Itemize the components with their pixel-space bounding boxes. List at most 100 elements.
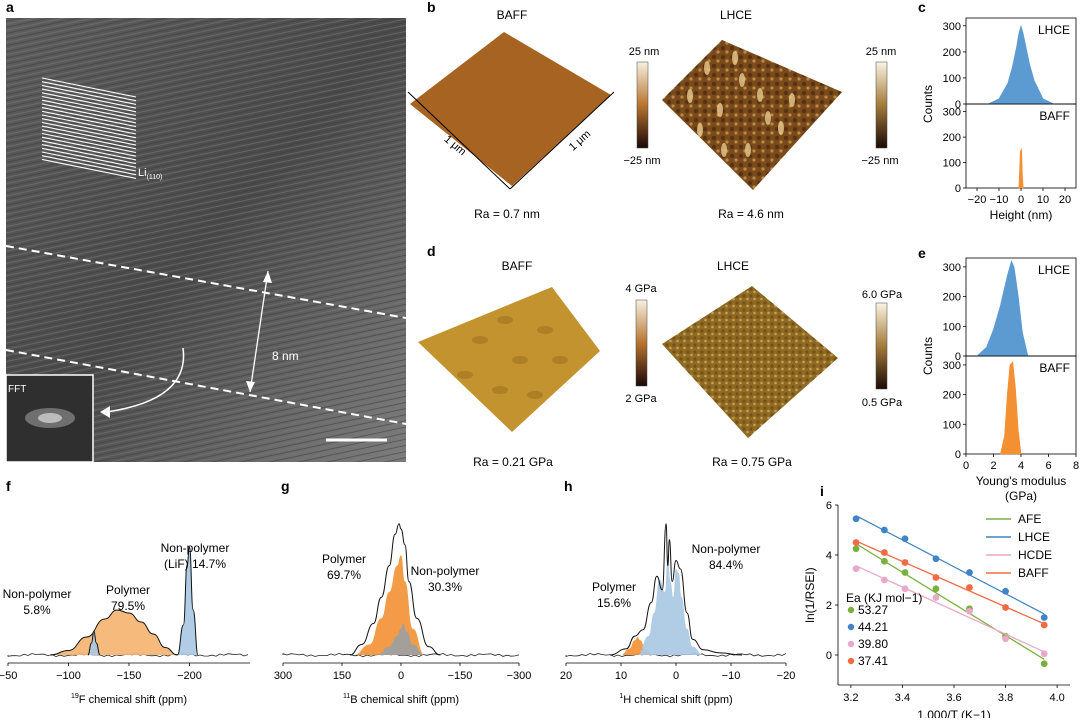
- ea-marker-lhce: [847, 623, 855, 631]
- afm-axis-right: [509, 91, 615, 190]
- hist-series-baff: [1018, 148, 1024, 189]
- x-tick-label: 0: [673, 670, 679, 682]
- hist-legend-lhce: LHCE: [1038, 23, 1070, 37]
- lattice-fringe-line: [41, 136, 137, 157]
- x-tick-label: 10: [1037, 194, 1049, 206]
- data-point-hcde: [966, 607, 973, 615]
- lattice-fringe-line: [41, 118, 137, 139]
- data-point-afe: [1040, 660, 1048, 668]
- x-tick-label: 3.8: [998, 692, 1013, 704]
- peak-annotation: Polymer: [106, 583, 150, 597]
- curve-non-polymer-lif-14-7-: [176, 546, 199, 656]
- peak-annotation: Polymer: [592, 580, 636, 594]
- modulus-dimple: [457, 371, 473, 379]
- afm-peak: [732, 51, 738, 65]
- y-tick-label: 0: [955, 351, 961, 363]
- peak-annotation: 84.4%: [709, 558, 743, 572]
- lattice-fringe-line: [41, 103, 137, 124]
- height-scale-right-min: −25 nm: [862, 155, 899, 167]
- ea-marker-hcde: [847, 640, 855, 648]
- afm-height-baff-shade: [410, 32, 611, 186]
- x-tick-label: −10: [722, 670, 741, 682]
- peak-annotation: Polymer: [322, 552, 366, 566]
- y-tick-label: 300: [943, 360, 961, 372]
- y-tick-label: 300: [943, 262, 961, 274]
- lattice-fringe-line: [41, 147, 137, 168]
- chart-f: f −50 −100 −150 −200 19F chemical shift (ppm)…: [0, 478, 250, 706]
- data-point-baff: [852, 539, 860, 546]
- modulus-dimple: [492, 386, 508, 394]
- x-tick-label: −10: [990, 194, 1009, 206]
- data-point-afe: [881, 557, 888, 565]
- y-axis-label: ln(1/RSEI): [803, 567, 817, 622]
- peak-polymer: [353, 555, 425, 655]
- afm-right-title: LHCE: [720, 8, 752, 22]
- lattice-fringe-line: [41, 155, 137, 176]
- lattice-fringe-line: [41, 92, 137, 113]
- thickness-label: 8 nm: [272, 349, 299, 363]
- modulus-colorbar-right: [875, 302, 888, 390]
- x-tick-label: 8: [1073, 460, 1079, 472]
- data-point-hcde: [1002, 635, 1009, 643]
- lattice-fringe-line: [41, 77, 137, 98]
- data-point-hcde: [881, 576, 888, 584]
- x-tick-label: 150: [333, 670, 351, 682]
- y-tick-label: 200: [943, 292, 961, 304]
- hist-legend-lhce: LHCE: [1038, 263, 1070, 277]
- afm-height-baff-surface: [410, 32, 611, 186]
- sei-boundary-bottom: [5, 349, 407, 425]
- x-tick-label: 0: [1018, 194, 1024, 206]
- y-tick-label: 200: [943, 47, 961, 59]
- data-point-lhce: [881, 526, 888, 534]
- x-axis-label: 11B chemical shift (ppm): [343, 693, 459, 706]
- peak-annotation: 5.8%: [23, 603, 51, 617]
- curve-total: [609, 523, 743, 656]
- y-tick-label: 6: [826, 500, 832, 512]
- x-tick-label: 20: [1059, 194, 1071, 206]
- fit-line-lhce: [855, 515, 1045, 615]
- lattice-fringe-line: [41, 121, 137, 142]
- x-tick-label: −200: [177, 670, 202, 682]
- chart-c: c 0 100 200 300 LHCE 0 100 200 300 BAFF −20 −10 0 10 20…: [918, 0, 1077, 222]
- ea-value-hcde: 39.80: [858, 637, 888, 651]
- modulus-scale-right-min: 0.5 GPa: [862, 397, 903, 409]
- panel-label-e: e: [918, 245, 926, 261]
- modulus-left-title: BAFF: [502, 259, 533, 273]
- peak-annotation: (LiF) 14.7%: [164, 557, 226, 571]
- afm-height-lhce-peaks: [687, 51, 795, 157]
- panel-label-a: a: [6, 0, 14, 15]
- lattice-fringe-line: [41, 158, 137, 179]
- panel-label-h: h: [564, 478, 573, 494]
- data-point-lhce: [1002, 587, 1009, 595]
- modulus-dimple: [552, 356, 568, 364]
- peak-annotation: 30.3%: [428, 580, 462, 594]
- x-tick-label: 6: [1045, 460, 1051, 472]
- lattice-fringe-line: [41, 125, 137, 146]
- curve-non-polymer-5-8-: [87, 630, 101, 656]
- height-scale-right-max: 25 nm: [866, 46, 897, 58]
- afm-peak: [739, 73, 745, 87]
- fft-center-bright: [38, 413, 62, 423]
- panel-b: b BAFF 1 μm 1 μm Ra = 0.7 nm 25 nm −25 n…: [407, 0, 899, 221]
- y-axis-label: Counts: [921, 337, 935, 375]
- data-point-baff: [1040, 621, 1048, 629]
- afm-peak: [717, 103, 723, 117]
- modulus-baff-ra: Ra = 0.21 GPa: [473, 455, 553, 469]
- peak-annotation: 79.5%: [111, 599, 145, 613]
- chart-i: i 0 2 4 6 3.2 3.4 3.6 3.8 4.0 1,000/T (K−1) ln(1/RS…: [803, 483, 1070, 722]
- peak-polymer: [50, 610, 178, 655]
- afm-peak: [721, 143, 727, 157]
- modulus-colorbar-left: [635, 299, 648, 387]
- panel-label-g: g: [281, 478, 290, 494]
- hist-series-baff: [1000, 361, 1022, 455]
- hist-legend-baff: BAFF: [1039, 109, 1070, 123]
- legend-label-hcde: HCDE: [1018, 548, 1052, 562]
- x-tick-label: 10: [615, 670, 627, 682]
- legend-label-afe: AFE: [1018, 512, 1041, 526]
- modulus-dimple: [537, 326, 553, 334]
- modulus-scale-left-max: 4 GPa: [625, 283, 657, 295]
- height-colorbar-left: [636, 61, 649, 149]
- data-point-baff: [1002, 604, 1009, 611]
